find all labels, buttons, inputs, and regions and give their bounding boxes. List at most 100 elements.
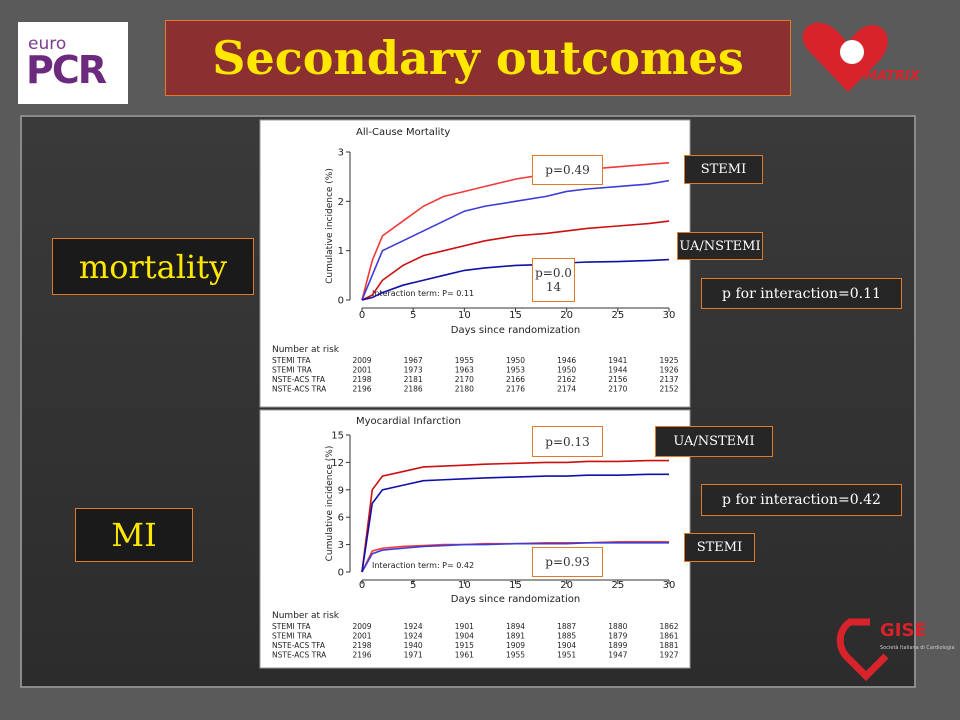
y-tick-label: 1 (338, 246, 344, 257)
risk-cell: 2181 (404, 375, 423, 384)
risk-cell: 1963 (455, 366, 474, 375)
y-tick-label: 2 (338, 197, 344, 208)
risk-cell: 1953 (506, 366, 525, 375)
x-tick-label: 10 (458, 580, 471, 591)
risk-row-label: STEMI TFA (272, 356, 311, 365)
km-curve (361, 258, 670, 301)
risk-cell: 1973 (404, 366, 423, 375)
gise-logo: GISE Società Italiana di Cardiologia (836, 618, 955, 681)
risk-cell: 1881 (659, 641, 678, 650)
x-tick-label: 5 (410, 580, 416, 591)
y-tick-label: 0 (338, 568, 344, 579)
risk-cell: 1941 (608, 356, 627, 365)
callout: p for interaction=0.11 (701, 278, 902, 309)
y-axis-title: Cumulative incidence (%) (325, 168, 335, 284)
km-curve (361, 179, 670, 301)
risk-row-label: STEMI TRA (272, 366, 313, 375)
risk-cell: 2166 (506, 375, 525, 384)
logo-text: MATRIX (864, 69, 920, 84)
risk-cell: 2170 (455, 375, 474, 384)
callout: p for interaction=0.42 (701, 484, 902, 516)
risk-cell: 2152 (659, 385, 678, 394)
risk-cell: 1955 (455, 356, 474, 365)
x-tick-label: 25 (611, 580, 624, 591)
x-axis-title: Days since randomization (451, 325, 580, 336)
risk-cell: 2198 (352, 375, 371, 384)
x-tick-label: 15 (509, 580, 522, 591)
km-curve (361, 162, 670, 301)
risk-cell: 2001 (352, 632, 371, 641)
risk-cell: 1925 (659, 356, 678, 365)
risk-cell: 1946 (557, 356, 576, 365)
risk-row-label: NSTE-ACS TRA (272, 385, 327, 394)
risk-cell: 1894 (506, 622, 525, 631)
x-tick-label: 20 (560, 310, 573, 321)
callout: p=0.014 (532, 258, 575, 302)
risk-table-title: Number at risk (272, 345, 340, 355)
risk-cell: 1961 (455, 651, 474, 660)
risk-cell: 1915 (455, 641, 474, 650)
risk-cell: 1861 (659, 632, 678, 641)
callout: p=0.93 (532, 547, 603, 577)
chart: Myocardial Infarction 0 3 6 9 12 15 0 5 10 15 20 25 3… (259, 409, 691, 669)
x-tick-label: 30 (663, 580, 676, 591)
risk-cell: 2162 (557, 375, 576, 384)
risk-row-label: NSTE-ACS TFA (272, 375, 326, 384)
x-tick-label: 5 (410, 310, 416, 321)
risk-cell: 2156 (608, 375, 627, 384)
y-tick-label: 3 (338, 148, 344, 159)
risk-cell: 1899 (608, 641, 627, 650)
x-tick-label: 25 (611, 310, 624, 321)
risk-cell: 1924 (404, 622, 423, 631)
risk-cell: 1950 (506, 356, 525, 365)
risk-cell: 2174 (557, 385, 576, 394)
y-tick-label: 6 (338, 513, 344, 524)
risk-cell: 2009 (352, 356, 371, 365)
chart-background (259, 119, 691, 408)
chart-title: Myocardial Infarction (356, 416, 461, 427)
y-tick-label: 9 (338, 485, 344, 496)
km-curve (361, 220, 670, 301)
logo-text: PCR (26, 48, 107, 92)
logo-dot (840, 40, 864, 64)
risk-cell: 2180 (455, 385, 474, 394)
x-tick-label: 0 (359, 310, 365, 321)
km-curve (361, 541, 669, 573)
side-label: mortality (52, 238, 254, 295)
risk-row-label: STEMI TFA (272, 622, 311, 631)
callout: UA/NSTEMI (655, 426, 773, 457)
x-axis-title: Days since randomization (451, 594, 580, 605)
risk-cell: 1880 (608, 622, 627, 631)
annotation: Interaction term: P= 0.42 (372, 561, 474, 570)
y-tick-label: 3 (338, 540, 344, 551)
risk-cell: 1947 (608, 651, 627, 660)
risk-row-label: NSTE-ACS TFA (272, 641, 326, 650)
risk-cell: 1891 (506, 632, 525, 641)
logo-text: euro (28, 34, 67, 54)
y-tick-label: 15 (331, 431, 344, 442)
risk-cell: 1879 (608, 632, 627, 641)
slide-title: Secondary outcomes (165, 20, 791, 96)
km-curve (361, 473, 669, 573)
risk-cell: 1951 (557, 651, 576, 660)
risk-cell: 1887 (557, 622, 576, 631)
x-tick-label: 30 (663, 310, 676, 321)
km-curve (361, 459, 669, 573)
callout: p=0.13 (532, 426, 603, 457)
risk-cell: 2170 (608, 385, 627, 394)
logo-text: Società Italiana di Cardiologia (880, 644, 955, 651)
risk-cell: 2009 (352, 622, 371, 631)
y-tick-label: 0 (338, 296, 344, 307)
risk-cell: 1924 (404, 632, 423, 641)
risk-cell: 2176 (506, 385, 525, 394)
risk-cell: 1944 (608, 366, 627, 375)
callout: UA/NSTEMI (677, 232, 763, 260)
callout: STEMI (684, 533, 755, 562)
gise-icon (836, 618, 889, 681)
matrix-logo: MATRIX (802, 22, 921, 92)
x-tick-label: 20 (560, 580, 573, 591)
risk-cell: 1901 (455, 622, 474, 631)
